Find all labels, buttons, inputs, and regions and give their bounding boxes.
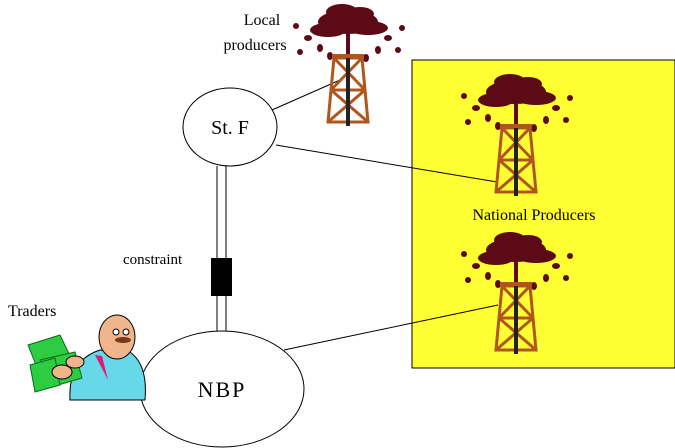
diagram: St. F NBP Local producers constraint Tra…: [0, 0, 675, 448]
label: constraint: [123, 252, 183, 268]
trader-figure: [28, 315, 145, 400]
label: Local: [244, 12, 281, 29]
node-label: NBP: [198, 377, 247, 402]
label: Traders: [8, 303, 56, 320]
label: producers: [223, 37, 286, 54]
local-derrick: [293, 4, 405, 126]
constraint-box: [211, 258, 232, 296]
label: National Producers: [472, 207, 595, 224]
node-label: St. F: [211, 117, 249, 139]
